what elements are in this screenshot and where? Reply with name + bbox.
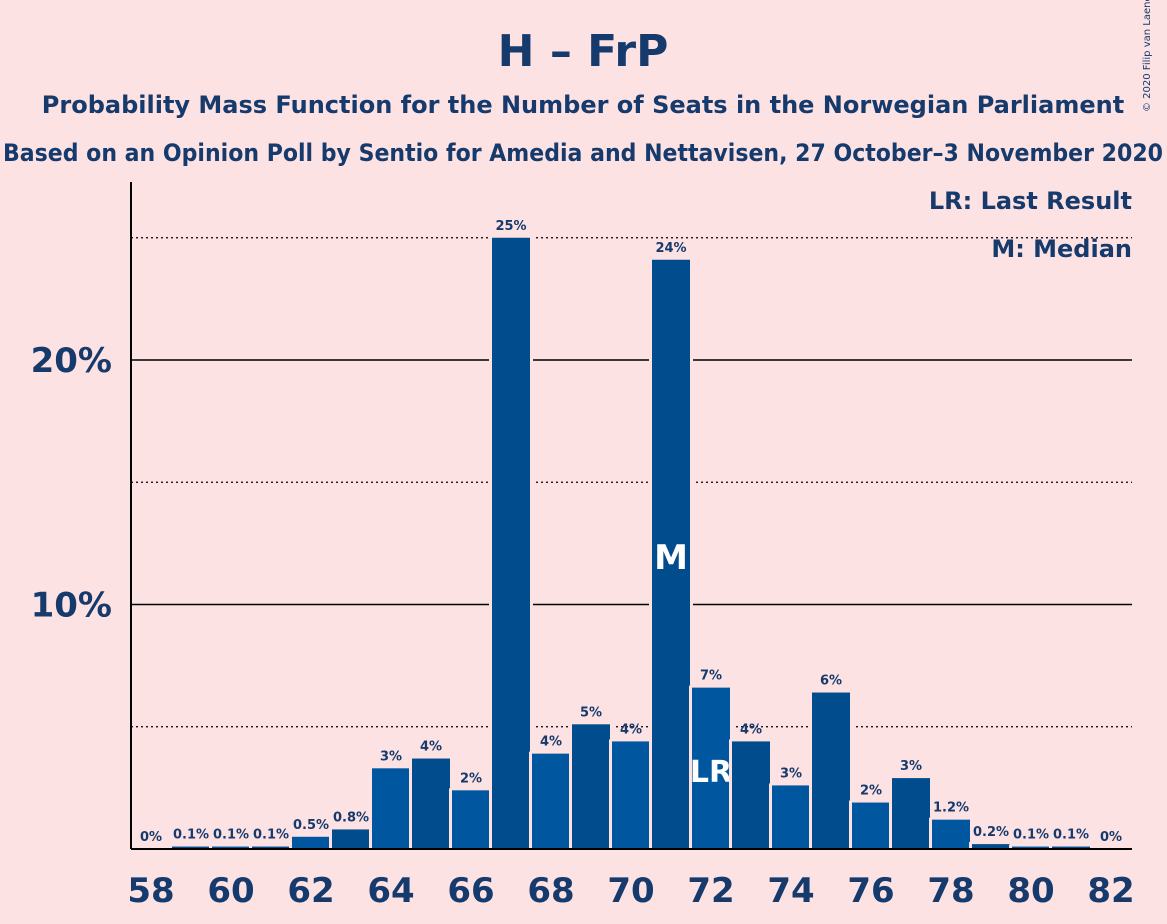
bar-74: [772, 785, 810, 849]
chart-title: H – FrP: [498, 26, 669, 77]
bar-60: [212, 846, 250, 849]
bar-80: [1012, 846, 1050, 849]
bar-label-82: 0%: [1100, 830, 1122, 845]
bar-59: [172, 846, 210, 849]
bar-label-67: 25%: [495, 219, 526, 234]
bar-label-78: 1.2%: [933, 801, 969, 816]
bar-65: [412, 758, 450, 849]
bar-marker-m: M: [654, 538, 688, 578]
bar-75: [812, 692, 850, 849]
bar-81: [1052, 846, 1090, 849]
copyright-note: © 2020 Filip van Laenen: [1142, 0, 1153, 112]
bar-marker-lr: LR: [690, 755, 732, 790]
x-tick-label-74: 74: [767, 871, 814, 911]
x-tick-label-66: 66: [447, 871, 494, 911]
legend-median: M: Median: [991, 235, 1132, 263]
x-tick-labels: 58 60 62 64 66 68 70 72 74 76 78 80 82: [127, 871, 1134, 911]
bar-label-80: 0.1%: [1013, 828, 1049, 843]
legend-last-result: LR: Last Result: [929, 187, 1132, 215]
x-tick-label-76: 76: [847, 871, 894, 911]
bar-label-74: 3%: [780, 766, 802, 781]
bar-label-76: 2%: [860, 784, 882, 799]
bar-78: [932, 819, 970, 849]
bar-label-58: 0%: [140, 830, 162, 845]
x-tick-label-82: 82: [1087, 871, 1134, 911]
bar-68: [532, 753, 570, 849]
chart-subtitle-2: Based on an Opinion Poll by Sentio for A…: [3, 139, 1163, 167]
bar-label-81: 0.1%: [1053, 828, 1089, 843]
bar-label-59: 0.1%: [173, 828, 209, 843]
bar-62: [292, 836, 330, 849]
bar-77: [892, 778, 930, 849]
bar-76: [852, 802, 890, 849]
bar-label-69: 5%: [580, 705, 602, 720]
x-tick-label-72: 72: [687, 871, 734, 911]
bar-67: [492, 237, 530, 849]
x-tick-label-78: 78: [927, 871, 974, 911]
bar-label-70: 4%: [620, 722, 642, 737]
bar-73: [732, 741, 770, 849]
bar-label-61: 0.1%: [253, 828, 289, 843]
y-tick-label-20: 20%: [31, 341, 112, 381]
bar-label-63: 0.8%: [333, 810, 369, 825]
bar-64: [372, 768, 410, 849]
bar-label-77: 3%: [900, 759, 922, 774]
bar-79: [972, 844, 1010, 849]
bar-72: [692, 687, 730, 849]
bar-label-68: 4%: [540, 735, 562, 750]
bars: 0% 0.1% 0.1% 0.1% 0.5% 0.8% 3% 4% 2% 25% 4% 5% 4% 24%…: [140, 219, 1122, 849]
x-tick-label-80: 80: [1007, 871, 1054, 911]
bar-label-71: 24%: [655, 241, 686, 256]
bar-71: [652, 259, 690, 849]
bar-69: [572, 724, 610, 849]
y-tick-label-10: 10%: [31, 586, 112, 626]
bar-label-72: 7%: [700, 669, 722, 684]
bar-label-73: 4%: [740, 722, 762, 737]
chart-subtitle: Probability Mass Function for the Number…: [42, 91, 1124, 119]
bar-label-62: 0.5%: [293, 818, 329, 833]
x-tick-label-68: 68: [527, 871, 574, 911]
bar-label-64: 3%: [380, 749, 402, 764]
grid-lines: [131, 237, 1132, 728]
bar-label-65: 4%: [420, 740, 442, 755]
bar-label-66: 2%: [460, 771, 482, 786]
axes: [130, 182, 1132, 850]
x-tick-label-64: 64: [367, 871, 414, 911]
x-tick-label-70: 70: [607, 871, 654, 911]
bar-61: [252, 846, 290, 849]
bar-label-60: 0.1%: [213, 828, 249, 843]
x-tick-label-62: 62: [287, 871, 334, 911]
bar-70: [612, 741, 650, 849]
y-tick-labels: 10% 20%: [31, 341, 112, 626]
bar-63: [332, 829, 370, 849]
bar-label-75: 6%: [820, 674, 842, 689]
bar-66: [452, 790, 490, 849]
x-tick-label-60: 60: [207, 871, 254, 911]
bar-label-79: 0.2%: [973, 825, 1009, 840]
x-tick-label-58: 58: [127, 871, 174, 911]
